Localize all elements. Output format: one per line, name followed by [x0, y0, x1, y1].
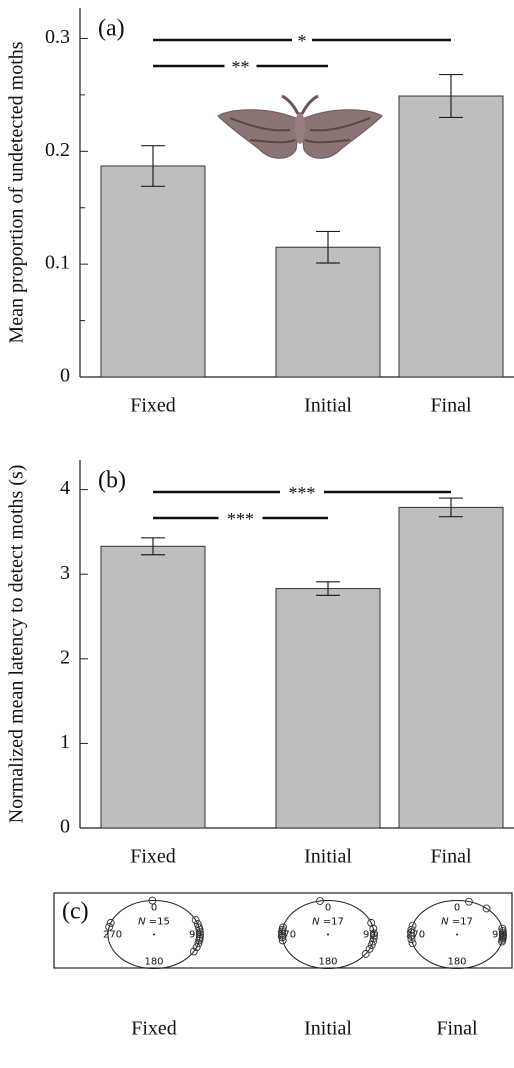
bar — [276, 247, 380, 377]
sample-size-value: 17 — [331, 917, 344, 928]
bar — [101, 546, 205, 828]
category-label: Fixed — [131, 1018, 177, 1040]
center-dot — [456, 934, 458, 936]
x-tick-label: Fixed — [130, 395, 176, 417]
x-tick-label: Initial — [304, 846, 352, 868]
y-tick-label: 0 — [60, 816, 70, 838]
x-tick-label: Fixed — [130, 846, 176, 868]
center-dot — [327, 934, 329, 936]
bar — [101, 166, 205, 377]
angle-tick-label: 0 — [454, 902, 460, 913]
panel-label: (a) — [98, 16, 125, 42]
bar — [399, 96, 503, 377]
figure: Mean proportion of undetected moths (a) 0 0… — [0, 0, 514, 1068]
y-tick-label: 1 — [60, 731, 70, 753]
y-tick-label: 0.1 — [45, 252, 70, 274]
x-tick-label: Final — [430, 846, 472, 868]
panel-label: (c) — [62, 899, 89, 925]
sample-size-prefix: N = — [312, 917, 331, 928]
angle-tick-label: 180 — [144, 957, 163, 968]
bar — [399, 507, 503, 828]
category-label: Final — [436, 1018, 478, 1040]
significance-label: *** — [289, 483, 316, 503]
category-label: Initial — [304, 1018, 352, 1040]
center-dot — [153, 934, 155, 936]
angle-tick-label: 180 — [447, 957, 466, 968]
y-axis-label: Mean proportion of undetected moths — [6, 41, 28, 343]
sample-size: N =17 — [441, 917, 473, 928]
sample-size: N =15 — [138, 917, 170, 928]
angle-tick-label: 180 — [318, 957, 337, 968]
y-tick-label: 2 — [60, 646, 70, 668]
y-axis-label: Normalized mean latency to detect moths … — [6, 465, 28, 824]
page: {"chart_data": [ {"type": "bar", "panel_… — [0, 0, 514, 1068]
significance-label: ** — [232, 57, 250, 77]
sample-size: N =17 — [312, 917, 344, 928]
sample-size-value: 15 — [157, 917, 170, 928]
panel-label: (b) — [98, 468, 126, 494]
angle-tick-label: 270 — [103, 930, 122, 941]
y-tick-label: 4 — [60, 477, 70, 499]
y-tick-label: 0 — [60, 365, 70, 387]
significance-label: *** — [227, 509, 254, 529]
sample-size-prefix: N = — [441, 917, 460, 928]
y-tick-label: 0.2 — [45, 139, 70, 161]
x-tick-label: Final — [430, 395, 472, 417]
bar — [276, 589, 380, 828]
angle-tick-label: 0 — [325, 902, 331, 913]
x-tick-label: Initial — [304, 395, 352, 417]
y-tick-label: 0.3 — [45, 26, 70, 48]
y-tick-label: 3 — [60, 562, 70, 584]
sample-size-prefix: N = — [138, 917, 157, 928]
significance-label: * — [298, 31, 307, 51]
moth-image — [218, 96, 382, 158]
sample-size-value: 17 — [460, 917, 473, 928]
